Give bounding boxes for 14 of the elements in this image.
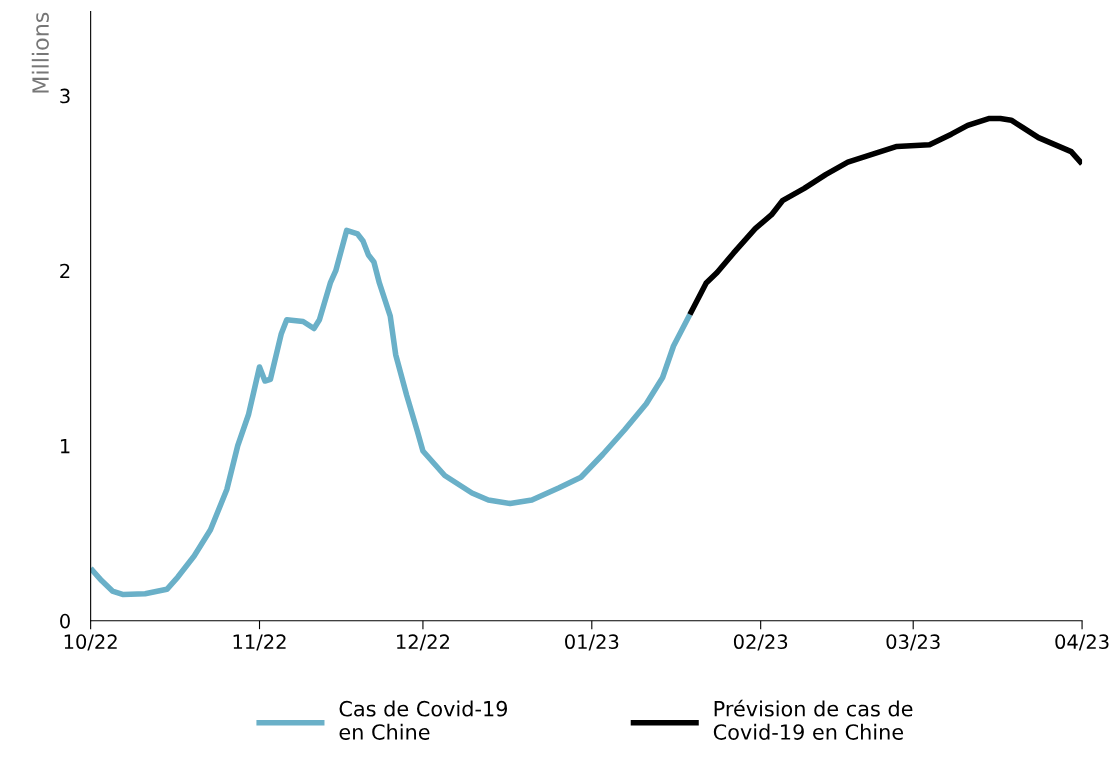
legend-label: Cas de Covid-19 en Chine: [339, 700, 508, 740]
x-tick-label: 03/23: [886, 634, 940, 651]
x-tick-label: 11/22: [233, 634, 286, 651]
y-tick-label: 0: [60, 613, 70, 629]
y-tick-label: 3: [60, 88, 70, 104]
x-tick-label: 12/22: [397, 634, 449, 651]
x-tick-label: 02/23: [733, 634, 788, 651]
y-tick-label: 1: [60, 438, 70, 454]
y-axis-title: Millions: [31, 12, 49, 93]
x-tick-label: 04/23: [1055, 634, 1109, 651]
legend-label: Prévision de cas de Covid-19 en Chine: [713, 699, 913, 740]
x-tick-label: 01/23: [565, 634, 619, 651]
x-tick-label: 10/22: [64, 634, 117, 651]
y-tick-label: 2: [60, 263, 70, 279]
